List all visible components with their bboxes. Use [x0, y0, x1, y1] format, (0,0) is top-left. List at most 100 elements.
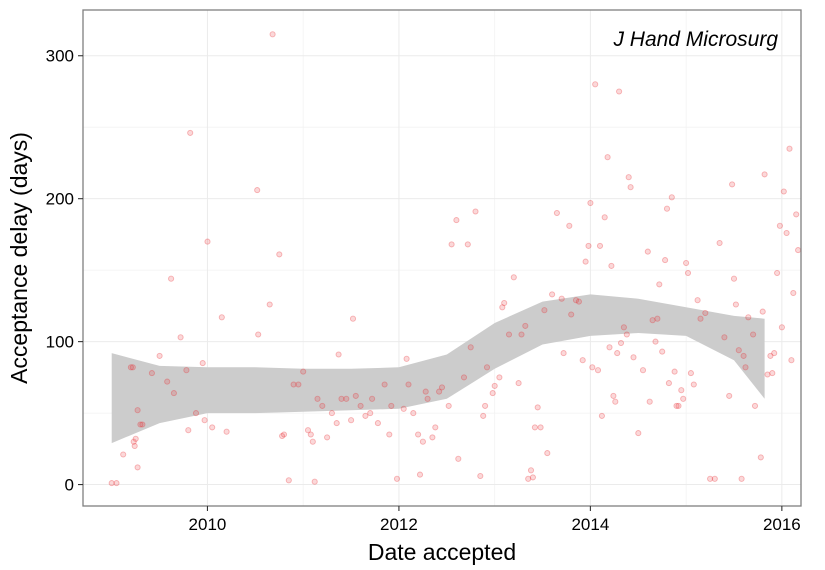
- data-point: [127, 364, 134, 371]
- data-point: [729, 181, 736, 188]
- data-point: [280, 431, 288, 438]
- data-point: [209, 424, 216, 431]
- data-point: [254, 187, 261, 194]
- data-point: [108, 480, 115, 487]
- y-tick-label: 0: [65, 476, 74, 495]
- y-tick-label: 200: [46, 190, 74, 209]
- data-point: [311, 478, 318, 485]
- data-point: [668, 194, 675, 201]
- data-point: [164, 378, 171, 385]
- data-point: [721, 334, 728, 341]
- data-point: [134, 464, 141, 471]
- data-point: [403, 355, 410, 362]
- data-point: [707, 475, 714, 482]
- data-point: [218, 314, 225, 321]
- data-point: [522, 322, 529, 329]
- data-point: [757, 454, 764, 461]
- data-point: [697, 315, 704, 322]
- data-point: [405, 381, 412, 388]
- data-point: [333, 420, 340, 427]
- data-point: [585, 242, 592, 249]
- data-point: [608, 262, 615, 269]
- data-point: [393, 475, 401, 482]
- data-point: [553, 209, 560, 217]
- data-point: [738, 475, 745, 482]
- data-point: [388, 402, 395, 409]
- data-point: [745, 314, 752, 321]
- x-tick-label: 2014: [571, 515, 609, 534]
- data-point: [601, 214, 608, 221]
- data-point: [369, 395, 376, 402]
- data-point: [531, 424, 538, 431]
- data-point: [652, 338, 659, 345]
- data-point: [269, 31, 276, 38]
- x-tick-label: 2012: [380, 515, 418, 534]
- data-point: [614, 350, 621, 357]
- data-point: [464, 241, 471, 248]
- data-point: [328, 410, 335, 417]
- data-point: [598, 412, 605, 419]
- data-point: [424, 395, 431, 402]
- data-point: [201, 417, 208, 424]
- data-point: [290, 381, 297, 388]
- data-point: [596, 242, 604, 249]
- data-point: [120, 451, 127, 458]
- data-point: [606, 344, 613, 351]
- data-point: [480, 412, 487, 419]
- data-point: [309, 438, 316, 445]
- data-point: [324, 434, 331, 441]
- data-point: [505, 331, 513, 338]
- data-point: [477, 472, 484, 480]
- data-point: [266, 301, 273, 308]
- data-point: [187, 129, 194, 136]
- data-point: [168, 275, 175, 282]
- data-point: [453, 217, 460, 224]
- data-point: [659, 348, 666, 355]
- data-point: [319, 402, 326, 409]
- data-point: [529, 474, 536, 481]
- data-point: [455, 455, 462, 462]
- data-point: [223, 428, 230, 435]
- data-point: [113, 480, 120, 487]
- data-point: [716, 239, 723, 247]
- data-point: [527, 467, 535, 474]
- data-point: [489, 390, 496, 397]
- data-point: [592, 81, 599, 88]
- data-point: [663, 205, 671, 212]
- data-point: [357, 402, 364, 409]
- data-point: [786, 145, 793, 152]
- data-point: [549, 291, 556, 298]
- data-point: [338, 395, 345, 402]
- journal-annotation: J Hand Microsurg: [612, 28, 778, 51]
- data-point: [518, 331, 525, 338]
- y-axis: 0 100 200 300: [46, 47, 83, 495]
- data-point: [130, 438, 137, 445]
- data-point: [541, 307, 548, 314]
- data-point: [400, 405, 407, 412]
- data-point: [276, 251, 283, 258]
- data-point: [362, 412, 369, 419]
- data-point: [644, 248, 651, 255]
- data-point: [780, 188, 787, 195]
- data-point: [285, 477, 292, 484]
- data-point: [673, 402, 680, 409]
- y-axis-title: Acceptance delay (days): [6, 132, 32, 384]
- data-point: [759, 308, 766, 315]
- data-point: [534, 404, 541, 411]
- data-point: [630, 354, 637, 361]
- data-point: [767, 352, 774, 359]
- data-point: [610, 392, 617, 399]
- data-point: [352, 392, 359, 399]
- data-point: [795, 247, 802, 254]
- data-point: [156, 352, 163, 359]
- data-point: [732, 301, 739, 308]
- data-point: [694, 297, 701, 304]
- data-point: [617, 339, 625, 347]
- data-point: [515, 380, 522, 387]
- plot-panel: [83, 10, 801, 506]
- data-point: [665, 380, 672, 387]
- data-point: [616, 88, 623, 95]
- data-point: [300, 368, 307, 375]
- data-point: [776, 222, 783, 229]
- data-point: [774, 269, 781, 277]
